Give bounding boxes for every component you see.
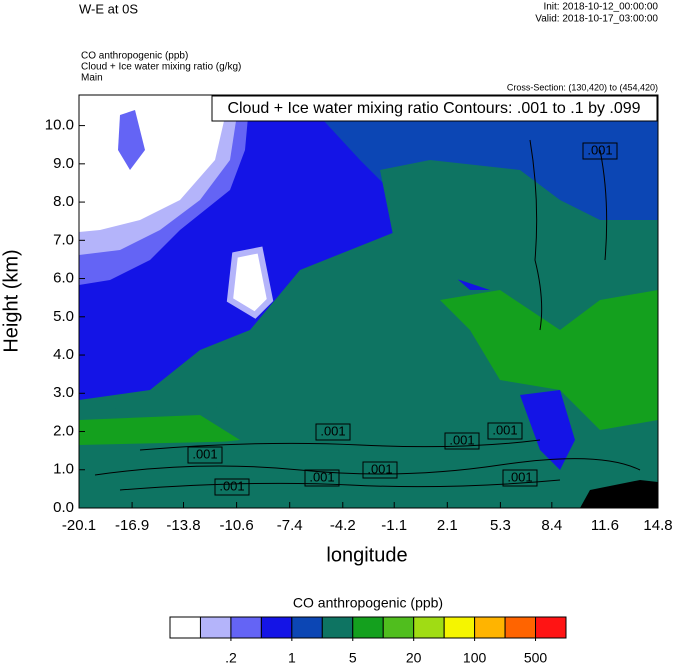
- contour-info-box: [211, 95, 658, 122]
- contour-label: .001: [492, 422, 517, 437]
- x-tick-label: 2.1: [437, 517, 458, 534]
- colorbar-label: 1: [288, 650, 296, 666]
- y-tick-label: 2.0: [53, 422, 74, 439]
- contour-label-box: [444, 432, 480, 450]
- colorbar-box: [535, 616, 567, 639]
- colorbar-box: [291, 616, 323, 639]
- colorbar-box: [321, 616, 354, 639]
- x-tick-label: 14.8: [643, 517, 672, 534]
- y-tick-label: 9.0: [53, 155, 74, 172]
- y-tick-label: 0.0: [53, 499, 74, 516]
- contour-label-box: [487, 422, 523, 440]
- plot-title: W-E at 0S: [79, 1, 138, 16]
- contour-label-box: [502, 469, 538, 487]
- colorbar-box: [352, 616, 384, 639]
- contour-label: .001: [507, 469, 532, 484]
- colorbar-label: 500: [524, 650, 548, 666]
- colorbar-label: .2: [225, 650, 237, 666]
- x-tick-label: -13.8: [166, 517, 200, 534]
- field-name: Cloud + Ice water mixing ratio (g/kg): [81, 62, 241, 73]
- colorbar-box: [474, 616, 506, 639]
- x-tick-label: -16.9: [115, 517, 149, 534]
- cross-section: Cross-Section: (130,420) to (454,420): [507, 82, 658, 92]
- contour-label: .001: [587, 142, 612, 157]
- contour-field: [79, 95, 658, 508]
- y-tick-label: 8.0: [53, 193, 74, 210]
- contour-label: .001: [309, 469, 334, 484]
- colorbar-box: [504, 616, 537, 639]
- x-tick-label: 5.3: [490, 517, 511, 534]
- contour-info: Cloud + Ice water mixing ratio Contours:…: [227, 100, 640, 117]
- contour-label-box: [214, 478, 250, 496]
- field-name: CO anthropogenic (ppb): [81, 51, 188, 62]
- colorbar-box: [413, 616, 445, 639]
- y-tick-label: 5.0: [53, 308, 74, 325]
- x-tick-label: -20.1: [62, 517, 96, 534]
- colorbar-box: [443, 616, 476, 639]
- x-tick-label: -7.4: [277, 517, 303, 534]
- field-name: Main: [81, 73, 103, 84]
- colorbar-box: [169, 616, 201, 639]
- x-tick-label: -1.1: [381, 517, 407, 534]
- contour-label-box: [187, 446, 223, 464]
- contour-label-box: [362, 461, 398, 479]
- valid-time: Valid: 2018-10-17_03:00:00: [535, 14, 658, 25]
- contour-label: .001: [192, 446, 217, 461]
- x-tick-label: 8.4: [541, 517, 562, 534]
- colorbar-label: 100: [463, 650, 487, 666]
- colorbar-box: [199, 616, 232, 639]
- colorbar-box: [382, 616, 415, 639]
- colorbar-label: 20: [406, 650, 422, 666]
- contour-label-box: [304, 469, 340, 487]
- x-axis-label: longitude: [326, 544, 407, 566]
- colorbar-label: 5: [349, 650, 357, 666]
- colorbar-box: [230, 616, 262, 639]
- colorbar-box: [260, 616, 293, 639]
- contour-label-box: [582, 142, 618, 160]
- contour-label-box: [315, 423, 351, 441]
- x-tick-label: 11.6: [591, 517, 619, 534]
- contour-label: .001: [320, 423, 345, 438]
- y-tick-label: 7.0: [53, 231, 74, 248]
- contour-label: .001: [449, 432, 474, 447]
- x-tick-label: -4.2: [330, 517, 356, 534]
- y-tick-label: 4.0: [53, 346, 74, 363]
- contour-label: .001: [367, 461, 392, 476]
- colorbar-title: CO anthropogenic (ppb): [293, 595, 443, 611]
- plot-frame: [78, 94, 659, 509]
- y-tick-label: 3.0: [53, 384, 74, 401]
- y-tick-label: 1.0: [53, 461, 74, 478]
- y-tick-label: 10.0: [45, 117, 74, 134]
- contour-label: .001: [219, 478, 244, 493]
- x-tick-label: -10.6: [220, 517, 254, 534]
- init-time: Init: 2018-10-12_00:00:00: [543, 2, 658, 13]
- y-tick-label: 6.0: [53, 270, 74, 287]
- y-axis-label: Height (km): [0, 249, 22, 352]
